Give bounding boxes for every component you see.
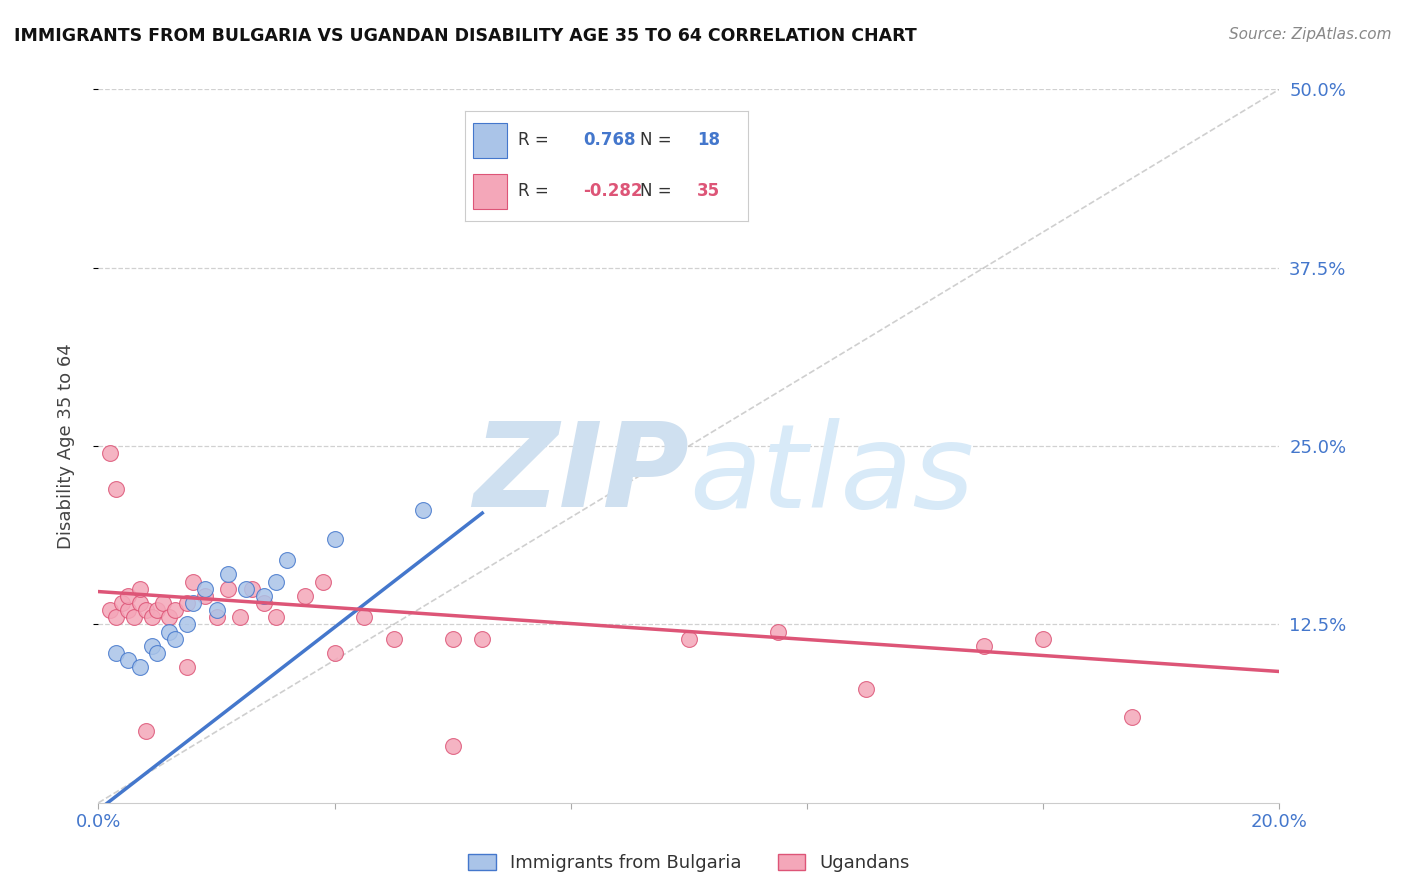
Point bbox=[105, 610, 128, 624]
Text: Source: ZipAtlas.com: Source: ZipAtlas.com bbox=[1229, 27, 1392, 42]
Point bbox=[412, 503, 434, 517]
Point bbox=[441, 739, 464, 753]
Point bbox=[217, 567, 239, 582]
Point bbox=[117, 589, 139, 603]
Point bbox=[181, 596, 204, 610]
Point bbox=[205, 610, 228, 624]
Point bbox=[973, 639, 995, 653]
Point bbox=[135, 603, 157, 617]
Point bbox=[1121, 710, 1143, 724]
Point bbox=[253, 596, 276, 610]
Point bbox=[135, 724, 157, 739]
Point bbox=[117, 653, 139, 667]
Point bbox=[276, 553, 298, 567]
Legend: Immigrants from Bulgaria, Ugandans: Immigrants from Bulgaria, Ugandans bbox=[461, 847, 917, 880]
Y-axis label: Disability Age 35 to 64: Disability Age 35 to 64 bbox=[56, 343, 75, 549]
Point bbox=[382, 632, 405, 646]
Point bbox=[205, 603, 228, 617]
Point bbox=[217, 582, 239, 596]
Text: ZIP: ZIP bbox=[472, 417, 689, 532]
Point bbox=[165, 632, 187, 646]
Point bbox=[766, 624, 789, 639]
Point bbox=[264, 610, 287, 624]
Point bbox=[141, 639, 163, 653]
Point bbox=[181, 574, 204, 589]
Point bbox=[176, 596, 198, 610]
Point bbox=[229, 610, 252, 624]
Point bbox=[678, 632, 700, 646]
Point bbox=[98, 446, 121, 460]
Point bbox=[235, 582, 257, 596]
Point bbox=[146, 603, 169, 617]
Point bbox=[194, 582, 217, 596]
Point bbox=[105, 646, 128, 660]
Point bbox=[471, 632, 494, 646]
Point bbox=[294, 589, 316, 603]
Point bbox=[176, 660, 198, 674]
Text: IMMIGRANTS FROM BULGARIA VS UGANDAN DISABILITY AGE 35 TO 64 CORRELATION CHART: IMMIGRANTS FROM BULGARIA VS UGANDAN DISA… bbox=[14, 27, 917, 45]
Point bbox=[128, 596, 150, 610]
Point bbox=[111, 596, 134, 610]
Point bbox=[141, 610, 163, 624]
Point bbox=[855, 681, 877, 696]
Point bbox=[128, 660, 150, 674]
Point bbox=[152, 596, 174, 610]
Point bbox=[323, 646, 346, 660]
Point bbox=[312, 574, 335, 589]
Point bbox=[240, 582, 263, 596]
Point bbox=[323, 532, 346, 546]
Point bbox=[128, 582, 150, 596]
Point bbox=[353, 610, 375, 624]
Point bbox=[122, 610, 145, 624]
Point bbox=[1032, 632, 1054, 646]
Point bbox=[165, 603, 187, 617]
Point bbox=[146, 646, 169, 660]
Text: atlas: atlas bbox=[689, 417, 974, 532]
Point bbox=[157, 610, 180, 624]
Point bbox=[98, 603, 121, 617]
Point bbox=[176, 617, 198, 632]
Point bbox=[253, 589, 276, 603]
Point bbox=[441, 632, 464, 646]
Point bbox=[157, 624, 180, 639]
Point bbox=[264, 574, 287, 589]
Point bbox=[194, 589, 217, 603]
Point bbox=[117, 603, 139, 617]
Point bbox=[105, 482, 128, 496]
